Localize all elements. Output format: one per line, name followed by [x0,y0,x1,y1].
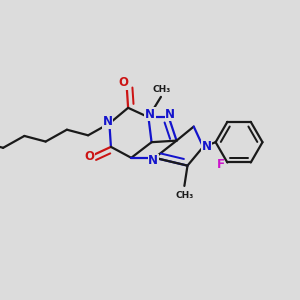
Text: O: O [118,76,128,89]
Text: N: N [165,108,175,121]
Text: CH₃: CH₃ [175,190,194,200]
Text: N: N [145,108,155,121]
Text: N: N [103,116,113,128]
Text: CH₃: CH₃ [153,85,171,94]
Text: F: F [217,158,224,172]
Text: O: O [84,150,94,163]
Text: N: N [148,154,158,167]
Text: N: N [202,140,212,153]
